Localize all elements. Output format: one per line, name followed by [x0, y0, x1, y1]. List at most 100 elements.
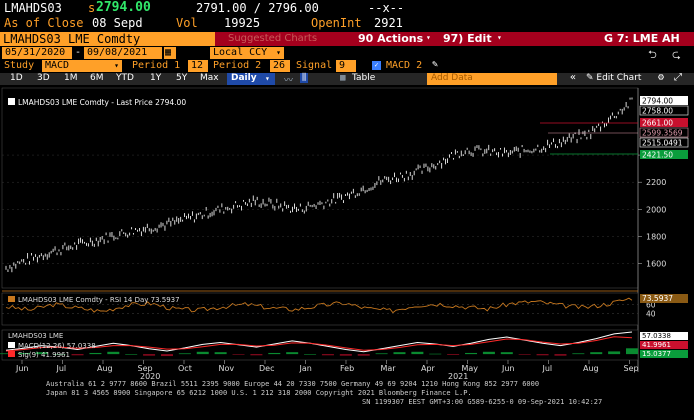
macd-histogram-bar	[608, 351, 621, 355]
frequency-dropdown-icon[interactable]: ▾	[265, 74, 270, 83]
footer-line2: Japan 81 3 4565 8900 Singapore 65 6212 1…	[46, 389, 472, 397]
actions-dropdown-icon[interactable]: ▾	[426, 33, 431, 42]
macd-histogram-bar	[160, 354, 173, 357]
macd-histogram-bar	[196, 351, 209, 355]
edit-chart-button[interactable]: ✎ Edit Chart	[586, 73, 642, 83]
range-1m[interactable]: 1M	[64, 73, 78, 83]
period1-label: Period 1	[132, 60, 181, 71]
date-separator: -	[75, 47, 82, 58]
signal-label: Signal	[296, 60, 333, 71]
rsi-line	[5, 297, 633, 314]
start-date-field[interactable]: 05/31/2020	[2, 47, 72, 59]
period2-value: 26	[273, 60, 286, 71]
bid-ask: 2791.00 / 2796.00	[196, 1, 319, 15]
macd-histogram-bar	[232, 354, 245, 355]
x-tick-label: Nov	[219, 364, 235, 373]
footer-line3: SN 1199307 EEST GMT+3:00 G589-6255-0 09-…	[362, 398, 603, 406]
next-icon[interactable]: ⮎	[672, 48, 681, 61]
x-tick-label: Apr	[421, 364, 436, 373]
macd-histogram-bar	[53, 354, 66, 355]
ticker-label: LMAHDS03	[4, 1, 62, 15]
price-label-text: 2661.00	[642, 119, 673, 128]
settings-gear-icon[interactable]: ⚙	[658, 72, 665, 83]
x-year-label: 2020	[140, 372, 160, 380]
period1-input[interactable]: 12	[188, 60, 208, 72]
range-5y[interactable]: 5Y	[176, 73, 188, 83]
add-data-placeholder: Add Data	[431, 73, 473, 83]
calendar-icon[interactable]: ▦	[164, 47, 176, 59]
add-data-field[interactable]: Add Data	[427, 73, 557, 85]
range-max[interactable]: Max	[200, 73, 219, 83]
range-ytd[interactable]: YTD	[116, 73, 134, 83]
macd-histogram-bar	[71, 354, 84, 356]
x-tick-label: Jan	[299, 364, 312, 373]
x-tick-label: Aug	[97, 364, 113, 373]
macd-histogram-bar	[339, 354, 352, 356]
quote-subheader: As of Close 08 Sepd Vol 19925 OpenInt 29…	[0, 16, 694, 32]
macd-histogram-bar	[518, 354, 531, 355]
x-tick-label: Sep	[624, 364, 639, 373]
end-date-value: 09/08/2021	[87, 47, 148, 58]
macd-histogram-bar	[447, 354, 460, 355]
x-tick-label: Jun	[501, 364, 515, 373]
chart-toolbar: LMAHDS03 LME Comdty Suggested Charts 90 …	[0, 32, 694, 46]
table-icon[interactable]: ▦	[340, 73, 346, 83]
x-tick-label: Jun	[15, 364, 29, 373]
chart-title-right: G 7: LME AH	[604, 32, 680, 45]
chart-area[interactable]: 16001800200022002400 2794.002758.002661.…	[0, 86, 694, 380]
suggested-charts-button[interactable]: Suggested Charts	[228, 33, 318, 44]
table-button[interactable]: Table	[352, 73, 376, 83]
line-style-icon[interactable]: 〰	[284, 76, 294, 86]
price-label-box	[639, 105, 689, 116]
price-label-box	[639, 137, 689, 148]
asof-label: As of Close	[4, 16, 84, 30]
actions-menu[interactable]: 90 Actions	[358, 32, 424, 45]
quote-header: LMAHDS03 s 2794.00 2791.00 / 2796.00 --x…	[0, 0, 694, 16]
macd-histogram-bar	[465, 352, 478, 355]
date-range-row: 05/31/2020 - 09/08/2021 ▦ Local CCY ▾ ⮌ ⮎	[0, 47, 694, 61]
edit-menu[interactable]: 97) Edit	[443, 32, 492, 45]
macd-checkbox[interactable]: ✓	[372, 61, 381, 70]
signal-value: 9	[339, 60, 346, 71]
macd-histogram-bar	[268, 352, 281, 355]
x-tick-label: Feb	[340, 364, 354, 373]
price-prefix: s	[88, 1, 96, 15]
study-row: Study MACD ▾ Period 1 12 Period 2 26 Sign…	[0, 59, 694, 73]
currency-dropdown-icon[interactable]: ▾	[276, 48, 281, 57]
price-label-text: 2515.0491	[642, 139, 683, 148]
pencil-icon[interactable]: ✎	[432, 59, 439, 70]
macd-histogram-bar	[0, 353, 12, 355]
rsi-tick-label: 60	[646, 300, 656, 309]
range-3d[interactable]: 3D	[37, 73, 50, 83]
macd-value-label: 15.0377	[642, 350, 671, 358]
security-name: LMAHDS03 LME Comdty	[3, 32, 141, 46]
range-1d[interactable]: 1D	[10, 73, 23, 83]
prev-icon[interactable]: ⮌	[648, 48, 657, 61]
footer: Australia 61 2 9777 8600 Brazil 5511 239…	[0, 380, 694, 420]
macd-histogram-bar	[554, 354, 567, 356]
range-6m[interactable]: 6M	[90, 73, 104, 83]
x-tick-label: Mar	[381, 364, 397, 373]
currency-select[interactable]: Local CCY ▾	[210, 47, 284, 59]
study-value: MACD	[45, 60, 70, 71]
macd-histogram-bar	[536, 354, 549, 356]
period2-input[interactable]: 26	[270, 60, 290, 72]
signal-input[interactable]: 9	[336, 60, 356, 72]
price-label-text: 2758.00	[642, 107, 673, 116]
macd-histogram-bar	[393, 352, 406, 355]
rsi-current-label: 73.5937	[642, 294, 673, 303]
study-select[interactable]: MACD ▾	[42, 60, 122, 72]
security-field[interactable]: LMAHDS03 LME Comdty	[0, 32, 215, 46]
range-1y[interactable]: 1Y	[150, 73, 162, 83]
bar-style-icon[interactable]: ⫼	[300, 73, 309, 83]
edit-dropdown-icon[interactable]: ▾	[497, 33, 502, 42]
macd-histogram-bar	[250, 354, 263, 356]
expand-icon[interactable]: ⤢	[674, 72, 682, 83]
period1-value: 12	[191, 60, 204, 71]
macd-histogram-bar	[304, 354, 317, 355]
frequency-select[interactable]: Daily ▾	[227, 73, 275, 85]
price-legend-swatch	[8, 98, 15, 105]
study-dropdown-icon[interactable]: ▾	[114, 61, 119, 70]
collapse-icon[interactable]: «	[570, 72, 577, 83]
end-date-field[interactable]: 09/08/2021	[84, 47, 162, 59]
